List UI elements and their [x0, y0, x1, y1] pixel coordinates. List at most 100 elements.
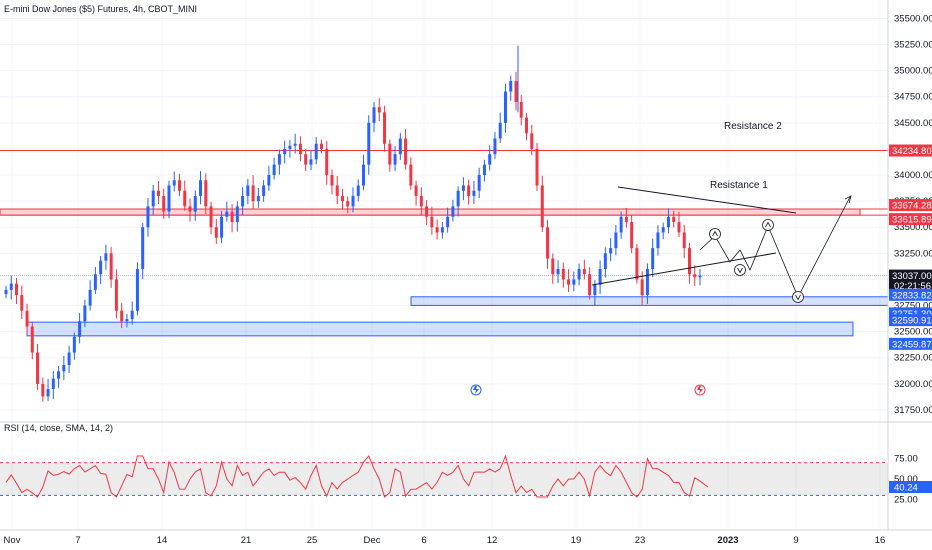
- candle-body: [109, 253, 113, 280]
- candle-body: [498, 122, 502, 139]
- price-tag-label: 32833.82: [892, 290, 932, 301]
- candle: [188, 198, 192, 222]
- candle-body: [572, 279, 576, 285]
- price-tag-label: 33674.28: [892, 201, 932, 212]
- price-tick-label: 35500.00: [894, 13, 932, 24]
- candle-body: [546, 227, 550, 259]
- candle-body: [519, 101, 523, 118]
- candle-body: [451, 206, 455, 217]
- candle-body: [614, 232, 618, 249]
- candle-body: [556, 269, 560, 275]
- candle: [698, 268, 702, 286]
- candle: [546, 219, 550, 269]
- candle: [235, 201, 239, 232]
- candle: [104, 244, 108, 270]
- price-tag-label: 33037.00: [892, 271, 932, 282]
- candle: [640, 271, 644, 305]
- rsi-band: [0, 462, 888, 496]
- candle-body: [582, 269, 586, 275]
- candle: [603, 247, 607, 278]
- candle-body: [319, 143, 323, 149]
- candle: [288, 139, 292, 158]
- candle: [78, 313, 82, 344]
- flash-icon[interactable]: [694, 384, 706, 396]
- candle: [72, 332, 76, 360]
- candle-body: [314, 143, 318, 160]
- candle: [356, 179, 360, 202]
- candle: [530, 124, 534, 156]
- candle: [241, 187, 245, 216]
- candle: [645, 263, 649, 305]
- candle: [535, 142, 539, 192]
- candle: [346, 196, 350, 214]
- candlestick-series: [4, 45, 702, 402]
- candle: [551, 253, 555, 284]
- grid-lines: [0, 0, 888, 530]
- candle: [267, 165, 271, 191]
- time-tick-label: 25: [307, 535, 318, 546]
- price-axis[interactable]: 31750.00 32000.00 32250.00 32500.00 32750.00…: [887, 0, 932, 530]
- rsi-line: [5, 454, 709, 498]
- candle: [335, 175, 339, 205]
- time-axis[interactable]: Nov 7 14 21 25 Dec 6 12 19 23 2023 9 16: [0, 529, 932, 546]
- candle: [461, 177, 465, 201]
- candle-body: [156, 190, 160, 196]
- candle-body: [372, 107, 376, 123]
- candle-body: [477, 175, 481, 191]
- wave-marker-icon: [762, 219, 774, 231]
- candle-body: [283, 148, 287, 155]
- candle: [398, 132, 402, 160]
- candle: [62, 355, 66, 380]
- price-tick-label: 31750.00: [894, 405, 932, 416]
- candle: [556, 260, 560, 284]
- candle-body: [15, 283, 19, 296]
- candle-body: [503, 91, 507, 123]
- candle: [630, 215, 634, 254]
- price-tag-label: 32590.91: [892, 316, 932, 327]
- projection-path: [699, 196, 851, 298]
- candle: [298, 136, 302, 162]
- resistance-2-label: Resistance 2: [724, 121, 782, 132]
- candle-body: [88, 289, 92, 306]
- candle-body: [356, 185, 360, 196]
- candle-body: [30, 326, 34, 353]
- candle: [4, 285, 8, 299]
- candle-body: [25, 310, 29, 327]
- candle: [220, 210, 224, 244]
- candle: [477, 167, 481, 199]
- candle: [451, 199, 455, 222]
- candle-body: [456, 190, 460, 207]
- price-tick-label: 32000.00: [894, 379, 932, 390]
- candle-body: [530, 133, 534, 149]
- candle-body: [293, 143, 297, 146]
- candle-body: [99, 260, 103, 275]
- candle: [482, 159, 486, 182]
- candle: [687, 242, 691, 284]
- price-tag-bg: [889, 288, 932, 301]
- candle: [46, 379, 50, 401]
- candle-body: [62, 365, 66, 372]
- candle: [199, 170, 203, 205]
- candle-body: [651, 248, 655, 270]
- candle: [435, 219, 439, 240]
- candle-body: [425, 206, 429, 217]
- candle-body: [388, 143, 392, 165]
- candle-body: [367, 122, 371, 165]
- price-tag-bg: [889, 314, 932, 327]
- candle-body: [362, 164, 366, 186]
- candle-body: [588, 274, 592, 296]
- candle-body: [309, 159, 313, 165]
- wave-marker-icon: [712, 230, 718, 237]
- candle-body: [440, 227, 444, 233]
- candle: [15, 277, 19, 305]
- candle: [693, 265, 697, 287]
- candle: [83, 299, 87, 327]
- candle-body: [577, 269, 581, 280]
- candle: [135, 262, 139, 316]
- time-tick-label: Nov: [4, 535, 21, 546]
- candle-body: [624, 216, 628, 223]
- flash-icon[interactable]: [470, 384, 482, 396]
- candle: [393, 146, 397, 172]
- price-tag: 34234.80: [889, 144, 932, 157]
